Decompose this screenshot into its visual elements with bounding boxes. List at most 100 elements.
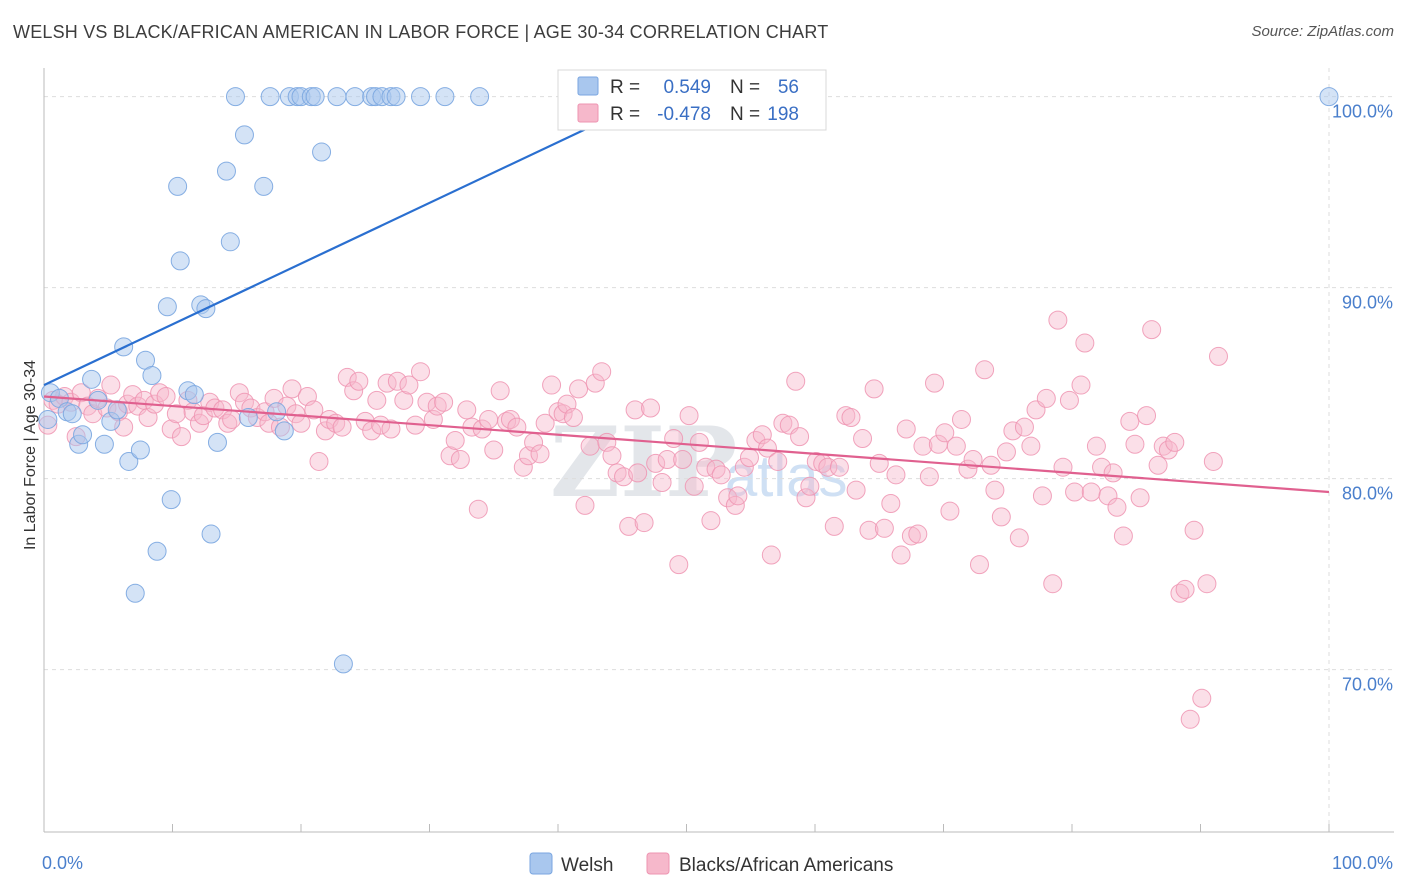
welsh-point	[201, 524, 221, 544]
black-point	[171, 427, 191, 447]
black-point	[1103, 463, 1123, 483]
black-point	[490, 381, 510, 401]
black-point	[166, 404, 186, 424]
black-point	[800, 476, 820, 496]
black-point	[332, 417, 352, 437]
welsh-point	[470, 87, 490, 107]
black-point	[935, 423, 955, 443]
welsh-point	[161, 490, 181, 510]
black-point	[1165, 432, 1185, 452]
black-point	[1130, 488, 1150, 508]
black-point	[614, 467, 634, 487]
welsh-point	[62, 404, 82, 424]
black-point	[684, 476, 704, 496]
welsh-point	[254, 176, 274, 196]
black-point	[711, 465, 731, 485]
black-point	[1036, 388, 1056, 408]
y-axis-title: In Labor Force | Age 30-34	[22, 360, 39, 550]
black-point	[411, 362, 431, 382]
black-point	[1021, 436, 1041, 456]
black-point	[468, 499, 488, 519]
welsh-trend-line	[43, 95, 655, 387]
welsh-point	[130, 440, 150, 460]
black-point	[417, 392, 437, 412]
black-point	[913, 436, 933, 456]
black-point	[1113, 526, 1133, 546]
black-point	[761, 545, 781, 565]
black-point	[1059, 390, 1079, 410]
black-point	[1048, 310, 1068, 330]
welsh-point	[147, 541, 167, 561]
black-point	[1170, 583, 1190, 603]
black-point	[1107, 497, 1127, 517]
welsh-point	[142, 366, 162, 386]
black-point	[1175, 579, 1195, 599]
welsh-point	[38, 409, 58, 429]
black-point	[981, 455, 1001, 475]
welsh-point	[107, 400, 127, 420]
stats-n-label-black: N =	[730, 104, 760, 125]
black-point	[479, 409, 499, 429]
black-point	[222, 409, 242, 429]
black-point	[500, 409, 520, 429]
welsh-point	[207, 432, 227, 452]
axes	[43, 68, 1394, 833]
black-point	[846, 480, 866, 500]
black-point	[706, 459, 726, 479]
black-point	[634, 513, 654, 533]
black-point	[757, 438, 777, 458]
black-point	[399, 375, 419, 395]
black-point	[641, 398, 661, 418]
black-point	[1081, 482, 1101, 502]
black-point	[282, 379, 302, 399]
stats-legend-box	[557, 69, 827, 131]
black-point	[859, 520, 879, 540]
welsh-point	[327, 87, 347, 107]
black-point	[652, 472, 672, 492]
black-point	[946, 436, 966, 456]
black-point	[864, 379, 884, 399]
black-point	[1208, 346, 1228, 366]
stats-legend: R = 0.549 N = 56 R = -0.478 N = 198	[557, 69, 827, 131]
black-point	[563, 408, 583, 428]
black-point	[739, 448, 759, 468]
black-point	[985, 480, 1005, 500]
black-point	[829, 457, 849, 477]
stats-legend-swatch-black	[577, 103, 599, 123]
stats-n-value-black: 198	[767, 104, 799, 125]
black-point	[963, 450, 983, 470]
welsh-point	[119, 451, 139, 471]
black-point	[768, 451, 788, 471]
x-tick-label-max: 100.0%	[1332, 853, 1393, 873]
black-point	[853, 429, 873, 449]
black-point	[1086, 436, 1106, 456]
black-point	[1197, 574, 1217, 594]
welsh-point	[225, 87, 245, 107]
black-point	[991, 507, 1011, 527]
black-point	[445, 430, 465, 450]
welsh-point	[184, 385, 204, 405]
black-point	[1120, 411, 1140, 431]
black-point	[1043, 574, 1063, 594]
black-point	[381, 419, 401, 439]
y-tick-label: 90.0%	[1342, 293, 1393, 313]
black-point	[896, 419, 916, 439]
black-point	[535, 413, 555, 433]
watermark-zip: ZIP	[550, 406, 737, 519]
trend-lines	[43, 95, 1330, 494]
welsh-point	[82, 369, 102, 389]
black-point	[450, 450, 470, 470]
black-point	[1075, 333, 1095, 353]
black-point	[1203, 451, 1223, 471]
black-point	[1032, 486, 1052, 506]
bottom-legend: Welsh Blacks/African Americans	[529, 852, 893, 876]
welsh-point	[386, 87, 406, 107]
black-point	[1003, 421, 1023, 441]
welsh-point	[260, 87, 280, 107]
black-point	[585, 373, 605, 393]
black-point	[1184, 520, 1204, 540]
stats-n-label-welsh: N =	[730, 77, 760, 98]
black-point	[1148, 455, 1168, 475]
legend-label-welsh: Welsh	[561, 855, 613, 876]
